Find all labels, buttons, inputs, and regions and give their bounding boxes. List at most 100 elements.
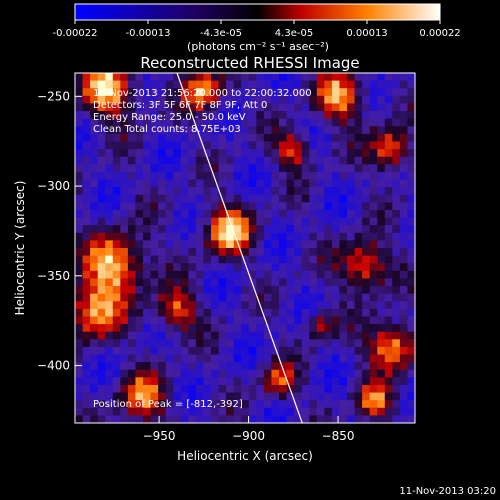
heatmap-cell: [369, 118, 378, 127]
heatmap-cell: [82, 133, 91, 142]
heatmap-cell: [143, 179, 151, 188]
heatmap-cell: [203, 187, 212, 196]
clean-counts-text: Clean Total counts: 8.75E+03: [93, 124, 241, 135]
heatmap-cell: [97, 187, 106, 196]
heatmap-cell: [271, 95, 280, 104]
heatmap-cell: [377, 392, 386, 401]
heatmap-cell: [279, 400, 287, 409]
heatmap-cell: [211, 194, 219, 203]
heatmap-cell: [127, 179, 136, 188]
heatmap-cell: [384, 80, 393, 89]
heatmap-cell: [271, 286, 280, 295]
heatmap-cell: [279, 255, 287, 264]
heatmap-cell: [150, 95, 159, 104]
heatmap-cell: [331, 164, 340, 173]
heatmap-cell: [120, 278, 129, 287]
heatmap-cell: [127, 103, 136, 112]
heatmap-cell: [75, 73, 83, 82]
heatmap-cell: [263, 80, 272, 89]
heatmap-cell: [377, 217, 386, 226]
heatmap-cell: [362, 400, 371, 409]
heatmap-cell: [135, 354, 144, 363]
heatmap-cell: [233, 415, 242, 423]
heatmap-cell: [263, 248, 272, 257]
heatmap-cell: [347, 187, 355, 196]
heatmap-cell: [233, 80, 242, 89]
heatmap-cell: [286, 187, 295, 196]
heatmap-cell: [165, 308, 174, 317]
heatmap-cell: [369, 346, 378, 355]
heatmap-cell: [347, 171, 355, 180]
heatmap-cell: [82, 324, 91, 333]
heatmap-cell: [218, 286, 227, 295]
heatmap-cell: [105, 400, 114, 409]
heatmap-cell: [286, 286, 295, 295]
heatmap-cell: [263, 339, 272, 348]
heatmap-cell: [165, 95, 174, 104]
heatmap-cell: [150, 270, 159, 279]
heatmap-cell: [82, 88, 91, 97]
y-tick-label: −250: [37, 89, 70, 103]
heatmap-cell: [392, 118, 401, 127]
heatmap-cell: [135, 149, 144, 158]
heatmap-cell: [263, 369, 272, 378]
heatmap-cell: [324, 141, 333, 150]
heatmap-cell: [188, 354, 197, 363]
heatmap-cell: [127, 88, 136, 97]
heatmap-cell: [279, 80, 287, 89]
heatmap-cell: [211, 95, 219, 104]
heatmap-cell: [135, 346, 144, 355]
heatmap-cell: [339, 111, 348, 120]
heatmap-cell: [218, 270, 227, 279]
heatmap-cell: [218, 126, 227, 135]
heatmap-cell: [339, 308, 348, 317]
heatmap-cell: [324, 278, 333, 287]
heatmap-cell: [150, 392, 159, 401]
heatmap-cell: [203, 73, 212, 82]
heatmap-cell: [377, 240, 386, 249]
heatmap-cell: [218, 179, 227, 188]
heatmap-cell: [339, 369, 348, 378]
heatmap-cell: [82, 232, 91, 241]
colorbar-tick-label: -4.3e-05: [200, 28, 242, 39]
heatmap-cell: [226, 171, 235, 180]
heatmap-cell: [347, 164, 355, 173]
heatmap-cell: [158, 141, 167, 150]
heatmap-cell: [241, 316, 250, 325]
heatmap-cell: [271, 232, 280, 241]
heatmap-cell: [165, 126, 174, 135]
heatmap-cell: [188, 286, 197, 295]
heatmap-cell: [354, 133, 363, 142]
heatmap-cell: [143, 384, 151, 393]
heatmap-cell: [173, 407, 182, 416]
heatmap-cell: [347, 240, 355, 249]
heatmap-cell: [180, 202, 189, 211]
heatmap-cell: [226, 293, 235, 302]
heatmap-cell: [97, 407, 106, 416]
heatmap-cell: [226, 126, 235, 135]
heatmap-cell: [309, 118, 318, 127]
heatmap-cell: [279, 141, 287, 150]
heatmap-cell: [286, 346, 295, 355]
heatmap-cell: [226, 384, 235, 393]
heatmap-cell: [399, 156, 408, 165]
heatmap-cell: [339, 331, 348, 340]
heatmap-cell: [331, 209, 340, 218]
heatmap-cell: [75, 149, 83, 158]
heatmap-cell: [226, 73, 235, 82]
heatmap-cell: [339, 248, 348, 257]
heatmap-cell: [226, 202, 235, 211]
heatmap-cell: [301, 293, 310, 302]
heatmap-cell: [392, 126, 401, 135]
heatmap-cell: [203, 263, 212, 272]
heatmap-cell: [256, 346, 265, 355]
heatmap-cell: [309, 377, 318, 386]
heatmap-cell: [347, 194, 355, 203]
x-tick-label: −950: [143, 429, 176, 443]
heatmap-cell: [362, 171, 371, 180]
heatmap-cell: [112, 73, 121, 82]
heatmap-cell: [233, 187, 242, 196]
heatmap-cell: [339, 240, 348, 249]
heatmap-cell: [105, 248, 114, 257]
heatmap-cell: [354, 362, 363, 371]
